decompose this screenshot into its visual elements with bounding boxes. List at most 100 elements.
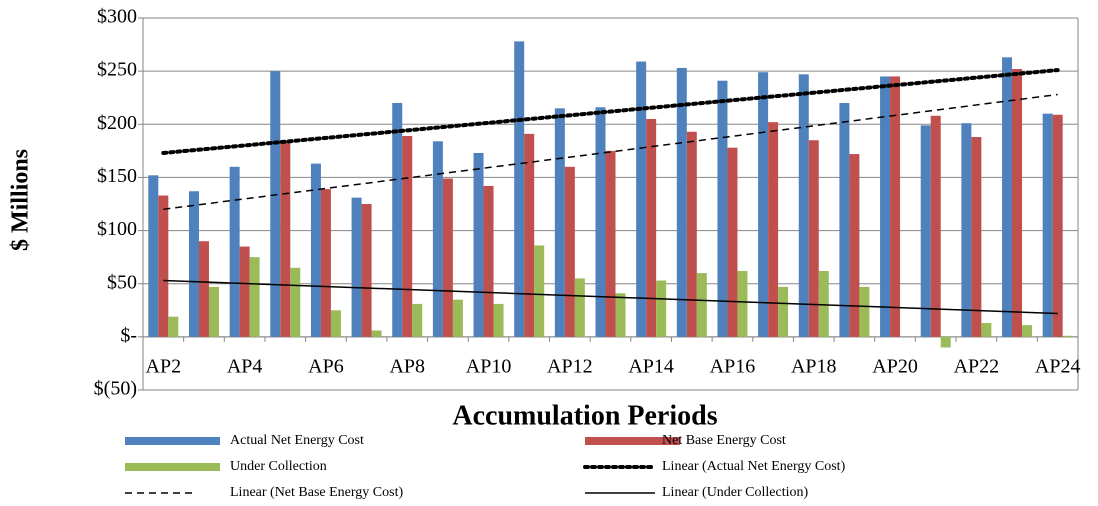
bar xyxy=(1052,114,1063,337)
x-tick-label: AP12 xyxy=(547,356,593,378)
bar xyxy=(320,189,331,337)
x-tick-label: AP14 xyxy=(628,356,674,378)
bar xyxy=(676,67,687,337)
x-tick-label: AP4 xyxy=(227,356,263,378)
bar xyxy=(595,107,606,337)
y-tick-label: $(50) xyxy=(94,378,137,400)
x-tick-label: AP16 xyxy=(710,356,756,378)
x-tick-label: AP18 xyxy=(791,356,837,378)
trend-line xyxy=(161,68,1060,155)
bar xyxy=(656,280,667,337)
x-tick-label: AP22 xyxy=(954,356,1000,378)
bar xyxy=(686,131,697,337)
bar xyxy=(158,195,169,337)
bar xyxy=(351,197,362,337)
bar xyxy=(239,246,250,337)
bar xyxy=(493,303,504,337)
bar xyxy=(361,204,372,337)
x-tick-label: AP2 xyxy=(146,356,182,378)
bar xyxy=(615,293,626,337)
bar xyxy=(758,72,769,337)
bar xyxy=(971,137,982,337)
bar xyxy=(696,273,707,337)
bar xyxy=(148,175,159,337)
legend-label: Net Base Energy Cost xyxy=(662,433,786,448)
bar xyxy=(839,103,850,337)
bar xyxy=(778,286,789,337)
bar xyxy=(636,61,647,337)
y-tick-label: $50 xyxy=(107,271,137,293)
y-tick-label: $- xyxy=(120,324,137,346)
x-tick-label: AP20 xyxy=(872,356,918,378)
bar xyxy=(371,330,382,337)
bar xyxy=(880,76,891,337)
x-tick-label: AP6 xyxy=(308,356,344,378)
bar xyxy=(920,125,931,337)
bar xyxy=(534,245,545,337)
bar xyxy=(940,336,951,348)
bar xyxy=(249,257,260,337)
y-tick-label: $100 xyxy=(97,218,137,240)
bar xyxy=(798,74,809,337)
bar xyxy=(452,299,463,337)
legend-label: Linear (Net Base Energy Cost) xyxy=(230,485,403,500)
bar xyxy=(808,140,819,337)
bar xyxy=(290,267,301,337)
bar xyxy=(310,163,321,337)
bar xyxy=(1042,113,1053,337)
legend-swatch xyxy=(125,437,220,445)
bar xyxy=(849,154,860,337)
bar xyxy=(168,316,179,337)
bar xyxy=(564,166,575,337)
legend-swatch xyxy=(125,463,220,471)
bar xyxy=(412,303,423,337)
bar xyxy=(961,123,972,337)
bar xyxy=(514,41,525,337)
bar xyxy=(930,115,941,337)
bar xyxy=(229,166,240,337)
bar xyxy=(270,71,281,337)
x-axis-title: Accumulation Periods xyxy=(452,400,717,431)
bar xyxy=(432,141,443,337)
bar xyxy=(605,150,616,337)
bar xyxy=(1002,57,1013,337)
bar xyxy=(280,141,291,337)
y-tick-label: $150 xyxy=(97,165,137,187)
trend-line xyxy=(163,279,1058,315)
x-tick-label: AP10 xyxy=(466,356,512,378)
bar xyxy=(442,178,453,337)
bar xyxy=(717,80,728,337)
bar xyxy=(392,103,403,337)
bar xyxy=(402,135,413,337)
legend-label: Linear (Actual Net Energy Cost) xyxy=(662,459,846,474)
legend-label: Actual Net Energy Cost xyxy=(230,433,364,448)
bar xyxy=(473,152,484,337)
bar xyxy=(890,76,901,337)
bar xyxy=(1022,325,1033,337)
bar xyxy=(768,122,779,337)
bar xyxy=(1012,69,1023,337)
bar xyxy=(574,278,585,337)
y-tick-label: $250 xyxy=(97,59,137,81)
legend-label: Linear (Under Collection) xyxy=(662,485,809,500)
bar xyxy=(646,118,657,337)
bar xyxy=(727,147,738,337)
bar xyxy=(483,185,494,337)
bar xyxy=(818,270,829,337)
bar xyxy=(208,286,219,337)
y-axis-title: $ Millions xyxy=(8,149,34,251)
y-tick-label: $300 xyxy=(97,6,137,28)
legend-swatch xyxy=(585,437,680,445)
bar xyxy=(524,133,535,337)
bar xyxy=(737,270,748,337)
bar xyxy=(198,241,209,337)
y-tick-label: $200 xyxy=(97,112,137,134)
bar xyxy=(188,191,199,337)
legend-label: Under Collection xyxy=(230,459,327,474)
trend-line xyxy=(163,93,1058,211)
bar xyxy=(1062,335,1073,337)
bar xyxy=(859,286,870,337)
bar xyxy=(554,108,565,337)
bar xyxy=(330,310,341,337)
